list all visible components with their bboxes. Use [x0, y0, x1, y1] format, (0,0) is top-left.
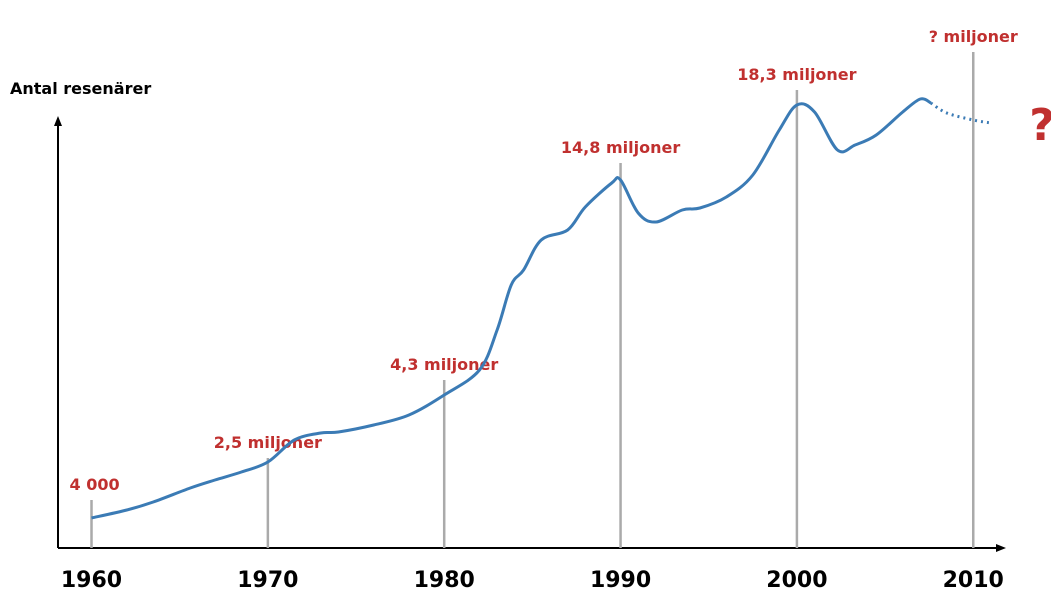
y-axis-arrow: [54, 116, 62, 126]
series-line: [930, 101, 992, 125]
x-tick-label: 1960: [61, 568, 122, 590]
annotation: 14,8 miljoner: [561, 138, 680, 157]
series-line: [91, 97, 932, 520]
x-tick-label: 1980: [414, 568, 475, 590]
x-tick-label: 1970: [237, 568, 298, 590]
x-tick-label: 2000: [766, 568, 827, 590]
x-axis-arrow: [996, 544, 1006, 552]
question-mark: ?: [1029, 100, 1051, 151]
annotation: ? miljoner: [929, 27, 1018, 46]
annotation: 2,5 miljoner: [214, 433, 322, 452]
annotation: 4,3 miljoner: [390, 355, 498, 374]
x-tick-label: 2010: [943, 568, 1004, 590]
annotation: 18,3 miljoner: [737, 65, 856, 84]
x-tick-label: 1990: [590, 568, 651, 590]
y-axis-label: Antal resenärer: [10, 79, 151, 98]
annotation: 4 000: [70, 475, 120, 494]
